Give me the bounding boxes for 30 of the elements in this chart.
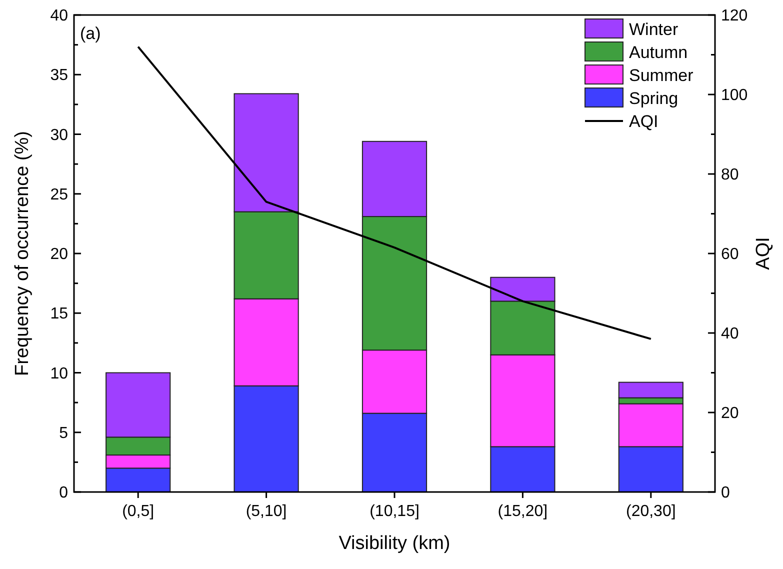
y-tick-label: 15 — [50, 306, 68, 323]
x-tick-label: (15,20] — [498, 503, 548, 520]
x-tick-label: (20,30] — [626, 503, 676, 520]
x-tick-label: (0,5] — [122, 503, 154, 520]
legend-label: Autumn — [629, 42, 688, 62]
x-tick-label: (10,15] — [370, 503, 420, 520]
y-tick-label: 40 — [50, 8, 68, 25]
y2-tick-label: 0 — [721, 484, 730, 502]
y-tick-label: 0 — [59, 484, 68, 502]
y-tick-label: 5 — [59, 424, 68, 442]
y-tick-label: 10 — [50, 365, 68, 382]
y2-tick-label: 60 — [721, 246, 739, 264]
y-axis-title: Frequency of occurrence (%) — [12, 131, 33, 376]
x-tick-label: (5,10] — [246, 503, 287, 520]
legend-label: Winter — [629, 20, 678, 39]
x-axis-title: Visibility (km) — [338, 533, 450, 554]
legend-label: AQI — [629, 112, 658, 131]
y2-tick-label: 100 — [721, 87, 748, 104]
y2-tick-label: 80 — [721, 166, 739, 184]
legend-label: Spring — [629, 88, 678, 108]
y-tick-label: 35 — [50, 67, 68, 84]
y-tick-label: 20 — [50, 246, 68, 264]
annotation: (a) — [80, 24, 101, 43]
y2-tick-label: 20 — [721, 405, 739, 422]
y-tick-label: 30 — [50, 126, 68, 144]
y2-tick-label: 120 — [721, 8, 748, 25]
y2-axis-title: AQI — [753, 237, 774, 270]
y-tick-label: 25 — [50, 186, 68, 204]
legend-label: Summer — [629, 66, 694, 85]
y2-tick-label: 40 — [721, 326, 739, 343]
